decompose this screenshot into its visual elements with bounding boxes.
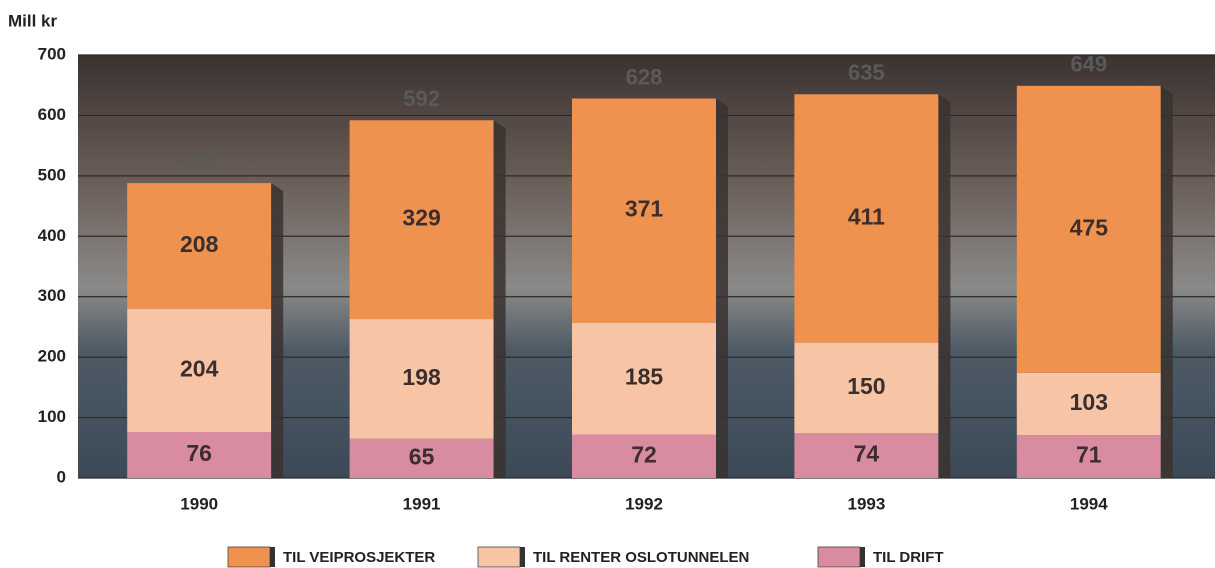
x-tick-label: 1993 bbox=[847, 494, 885, 513]
bar-side bbox=[938, 94, 951, 479]
bar-side bbox=[271, 183, 284, 478]
x-tick-label: 1994 bbox=[1070, 494, 1108, 513]
segment-label: 411 bbox=[848, 204, 885, 230]
total-label: 628 bbox=[626, 64, 663, 89]
bar-segment bbox=[127, 308, 272, 433]
bar-segment bbox=[572, 322, 716, 435]
segment-label: 371 bbox=[625, 196, 664, 222]
bar-side bbox=[716, 98, 728, 478]
segment-label: 204 bbox=[180, 356, 219, 382]
y-tick-label: 700 bbox=[38, 44, 66, 63]
bar-segment bbox=[794, 342, 939, 434]
legend-label: TIL RENTER OSLOTUNNELEN bbox=[533, 549, 749, 566]
legend-swatch-side bbox=[520, 547, 525, 567]
legend-label: TIL DRIFT bbox=[873, 549, 944, 566]
bar-segment bbox=[1016, 435, 1161, 478]
y-tick-label: 200 bbox=[38, 347, 66, 366]
bar-segment bbox=[794, 94, 939, 343]
segment-label: 103 bbox=[1070, 389, 1108, 415]
segment-label: 71 bbox=[1076, 442, 1102, 468]
bar-segment bbox=[349, 438, 494, 478]
bar-segment bbox=[127, 432, 272, 478]
legend-swatch-side bbox=[860, 547, 865, 567]
y-axis-label: Mill kr bbox=[8, 11, 58, 30]
legend-swatch bbox=[227, 546, 271, 568]
bar-segment bbox=[349, 120, 494, 320]
x-tick-label: 1990 bbox=[180, 494, 218, 513]
x-tick-label: 1992 bbox=[625, 494, 663, 513]
bar-side bbox=[1160, 85, 1173, 478]
segment-label: 74 bbox=[854, 441, 880, 467]
y-tick-label: 500 bbox=[38, 165, 66, 184]
segment-label: 150 bbox=[847, 373, 885, 399]
segment-label: 72 bbox=[631, 441, 657, 467]
legend-swatch bbox=[477, 546, 521, 568]
total-label: 592 bbox=[403, 86, 440, 111]
y-tick-label: 100 bbox=[38, 407, 66, 426]
y-tick-label: 400 bbox=[38, 226, 66, 245]
segment-label: 185 bbox=[625, 364, 664, 390]
legend-swatch bbox=[817, 546, 861, 568]
legend-label: TIL VEIPROSJEKTER bbox=[283, 549, 435, 566]
segment-label: 475 bbox=[1070, 214, 1109, 240]
legend-swatch-side bbox=[270, 547, 275, 567]
segment-label: 65 bbox=[409, 443, 435, 469]
bar-side bbox=[493, 120, 506, 479]
total-label: 488 bbox=[181, 149, 218, 174]
y-tick-label: 0 bbox=[57, 467, 66, 486]
segment-label: 198 bbox=[402, 364, 441, 390]
segment-label: 329 bbox=[402, 205, 440, 231]
segment-label: 208 bbox=[180, 231, 219, 257]
x-tick-label: 1991 bbox=[403, 494, 441, 513]
y-tick-label: 300 bbox=[38, 286, 66, 305]
bar-segment bbox=[1016, 85, 1161, 373]
bar-segment bbox=[794, 433, 939, 478]
bar-segment bbox=[1016, 372, 1161, 436]
y-tick-label: 600 bbox=[38, 105, 66, 124]
bar-segment bbox=[349, 319, 494, 439]
segment-label: 76 bbox=[186, 440, 212, 466]
total-label: 635 bbox=[848, 60, 885, 85]
bar-segment bbox=[127, 183, 272, 309]
bar-segment bbox=[572, 434, 716, 478]
total-label: 649 bbox=[1070, 52, 1107, 77]
bar-segment bbox=[572, 98, 716, 323]
